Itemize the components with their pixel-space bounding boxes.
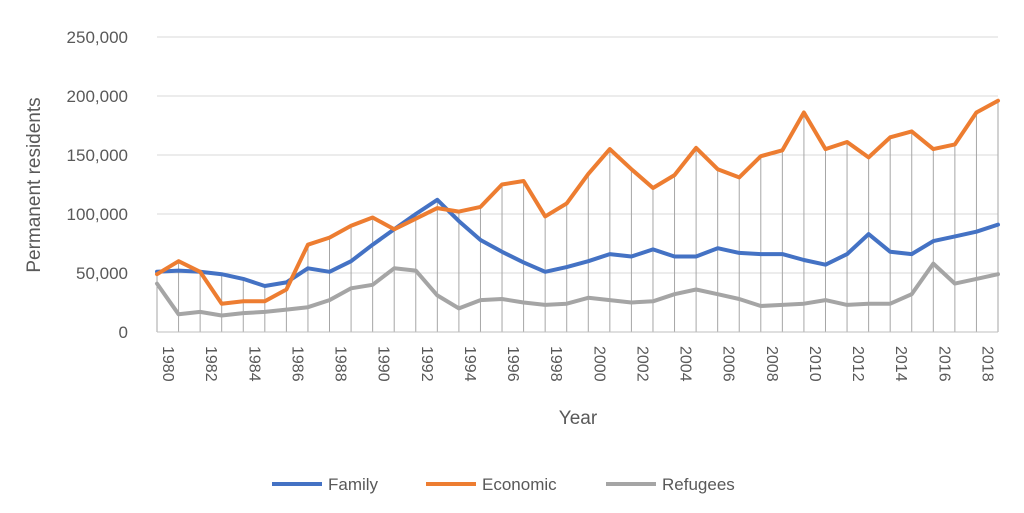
y-tick-label: 250,000 bbox=[67, 28, 128, 47]
x-tick-label: 2004 bbox=[677, 346, 694, 382]
series-line-refugees bbox=[155, 261, 1000, 318]
y-tick-label: 200,000 bbox=[67, 87, 128, 106]
series-line-economic bbox=[155, 98, 1000, 306]
legend: Family Economic Refugees bbox=[272, 475, 735, 494]
series-lines bbox=[155, 98, 1000, 318]
x-tick-label: 2018 bbox=[978, 346, 995, 382]
x-tick-label: 2006 bbox=[720, 346, 737, 382]
series-line-family bbox=[155, 197, 1000, 288]
x-tick-label: 1982 bbox=[202, 346, 219, 382]
x-tick-label: 1998 bbox=[547, 346, 564, 382]
y-tick-label: 50,000 bbox=[76, 264, 128, 283]
x-tick-label: 1992 bbox=[418, 346, 435, 382]
x-tick-label: 1980 bbox=[159, 346, 176, 382]
legend-label-refugees: Refugees bbox=[662, 475, 735, 494]
x-tick-label: 1990 bbox=[375, 346, 392, 382]
x-tick-label: 2000 bbox=[590, 346, 607, 382]
x-tick-label: 1988 bbox=[332, 346, 349, 382]
x-tick-label: 2008 bbox=[763, 346, 780, 382]
x-tick-label: 2002 bbox=[633, 346, 650, 382]
drop-lines bbox=[156, 100, 999, 332]
y-tick-label: 100,000 bbox=[67, 205, 128, 224]
legend-label-family: Family bbox=[328, 475, 379, 494]
x-tick-label: 2012 bbox=[849, 346, 866, 382]
y-axis-title: Permanent residents bbox=[24, 97, 45, 272]
x-tick-label: 1994 bbox=[461, 346, 478, 382]
x-tick-label: 2014 bbox=[892, 346, 909, 382]
y-tick-label: 0 bbox=[119, 323, 128, 342]
gridlines bbox=[157, 36, 998, 274]
x-tick-label: 1986 bbox=[288, 346, 305, 382]
x-tick-label: 2010 bbox=[806, 346, 823, 382]
x-axis-title: Year bbox=[559, 408, 598, 429]
x-tick-label: 1996 bbox=[504, 346, 521, 382]
x-tick-label: 1984 bbox=[245, 346, 262, 382]
x-tick-labels: 1980 1982 1984 1986 1988 1990 1992 1994 1996 1998… bbox=[159, 346, 995, 382]
legend-label-economic: Economic bbox=[482, 475, 557, 494]
y-tick-label: 150,000 bbox=[67, 146, 128, 165]
x-tick-label: 2016 bbox=[935, 346, 952, 382]
y-tick-labels: 0 50,000 100,000 150,000 200,000 250,000 bbox=[67, 28, 128, 342]
